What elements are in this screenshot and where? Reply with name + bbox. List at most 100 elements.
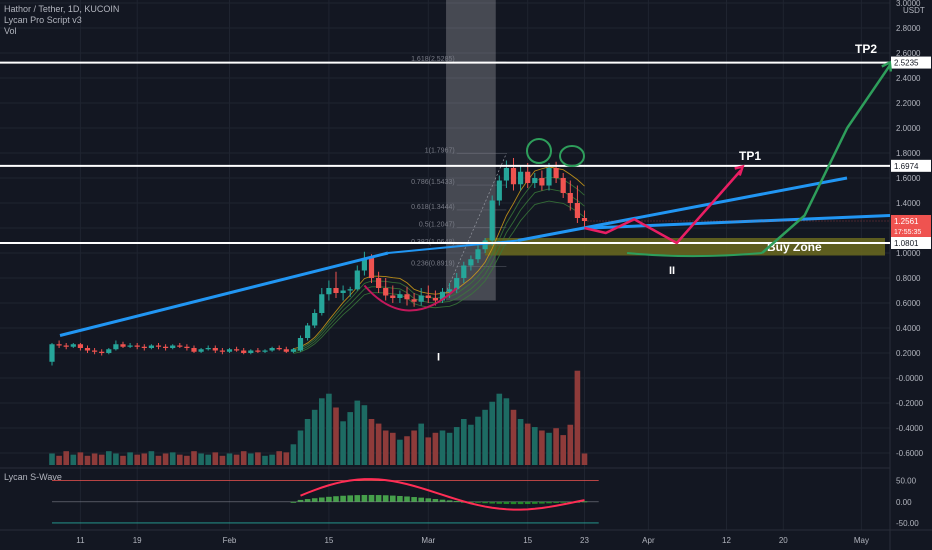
key-level-tag-text: 1.0801 — [894, 239, 919, 248]
oscillator-histogram-bar — [524, 501, 531, 505]
volume-bar — [496, 393, 503, 465]
key-level-tag — [891, 159, 931, 172]
volume-bar — [489, 401, 495, 465]
trendline-lower — [589, 214, 891, 230]
key-level-tag-text: 2.5235 — [894, 59, 919, 68]
fib-level-label: 1(1.7967) — [425, 147, 455, 154]
candle-body — [390, 295, 396, 298]
oscillator-histogram-bar — [581, 501, 588, 503]
candle-body — [425, 295, 431, 298]
time-tick-label: 12 — [722, 536, 731, 545]
volume-bar — [546, 432, 552, 465]
candle-body — [297, 338, 304, 351]
price-tick-label: -0.0000 — [896, 374, 924, 383]
volume-bar — [482, 409, 488, 465]
oscillator-histogram-bar — [475, 501, 481, 503]
candle-body — [255, 350, 261, 352]
candle-body — [432, 298, 438, 301]
oscillator-histogram-bar — [553, 501, 559, 503]
oscillator-histogram-bar — [425, 498, 432, 502]
oscillator-histogram-bar — [382, 495, 389, 502]
candle-body — [418, 295, 424, 302]
volume-bar — [276, 451, 282, 465]
projection-arrow-tp1 — [734, 164, 745, 176]
volume-bar — [255, 452, 261, 465]
candle-body — [503, 168, 509, 181]
last-price-text: 1.2561 — [894, 217, 919, 226]
oscillator-histogram-bar — [503, 501, 510, 505]
candle-body — [518, 171, 524, 185]
trend-band-line — [293, 200, 585, 354]
candle-body — [319, 294, 325, 313]
target-label-tp2: TP2 — [855, 42, 877, 56]
volume-bar — [326, 393, 332, 465]
time-tick-label: 15 — [324, 536, 333, 545]
volume-bar — [233, 454, 240, 465]
volume-bar — [141, 453, 148, 465]
candle-body — [148, 345, 154, 348]
volume-bar — [148, 451, 155, 465]
candle-body — [226, 349, 233, 352]
trendline-support — [59, 251, 389, 337]
candle-body — [454, 278, 460, 290]
candle-body — [376, 278, 382, 288]
fib-level-label: 1.618(2.5285) — [411, 56, 455, 63]
price-tick-label: 1.8000 — [896, 149, 921, 158]
volume-bar — [390, 432, 396, 465]
price-tick-label: -0.4000 — [896, 424, 924, 433]
fib-level-label: 0.618(1.3444) — [411, 204, 455, 211]
volume-bar — [205, 454, 211, 465]
volume-bar — [368, 419, 375, 465]
candle-body — [383, 288, 389, 296]
volume-bar — [98, 454, 105, 465]
volume-bar — [191, 451, 197, 465]
volume-bar — [269, 454, 275, 465]
volume-bar — [397, 439, 403, 465]
price-tick-label: 0.6000 — [896, 299, 921, 308]
volume-bar — [162, 453, 169, 465]
oscillator-histogram-bar — [354, 495, 361, 502]
candle-body — [49, 344, 55, 362]
currency-label: USDT — [903, 6, 925, 15]
candle-body — [262, 350, 268, 352]
price-tick-label: 2.0000 — [896, 124, 921, 133]
candle-body — [411, 299, 417, 302]
last-price-tag — [891, 214, 931, 237]
time-tick-label: Mar — [421, 536, 435, 545]
time-tick-label: 15 — [523, 536, 532, 545]
candle-body — [141, 346, 147, 348]
candle-body — [155, 345, 162, 347]
price-tick-label: 1.4000 — [896, 199, 921, 208]
candle-body — [361, 258, 367, 271]
fib-level-label: 0.5(1.2047) — [419, 221, 455, 228]
candle-body — [333, 288, 339, 293]
candle-body — [113, 344, 119, 350]
volume-label: Vol — [4, 26, 17, 36]
oscillator-histogram-bar — [340, 495, 346, 502]
oscillator-histogram-bar — [311, 498, 318, 502]
candle-body — [567, 193, 573, 203]
volume-bar — [581, 453, 588, 465]
candle-body — [70, 344, 76, 347]
candle-body — [106, 349, 112, 353]
buy-zone-band — [485, 238, 885, 256]
projection-path-tp1 — [584, 169, 742, 245]
candle-body — [234, 349, 240, 351]
oscillator-histogram-bar — [446, 500, 453, 502]
volume-bar — [226, 453, 233, 465]
oscillator-histogram-bar — [468, 501, 474, 503]
fib-level-label: 0.236(0.8919) — [411, 261, 455, 268]
chart-title: Hathor / Tether, 1D, KUCOIN — [4, 4, 120, 14]
oscillator-histogram-bar — [418, 497, 424, 502]
volume-bar — [91, 453, 98, 465]
volume-bar — [319, 398, 325, 465]
fib-level-label: 0.786(1.5433) — [411, 179, 455, 186]
top-circle-two — [559, 145, 585, 167]
candle-body — [496, 180, 502, 201]
candle-body — [305, 325, 311, 338]
volume-bar — [354, 400, 361, 465]
indicator-label: Lycan Pro Script v3 — [4, 15, 82, 25]
last-price-timer: 17:55:35 — [894, 229, 921, 236]
volume-bar — [212, 452, 219, 465]
